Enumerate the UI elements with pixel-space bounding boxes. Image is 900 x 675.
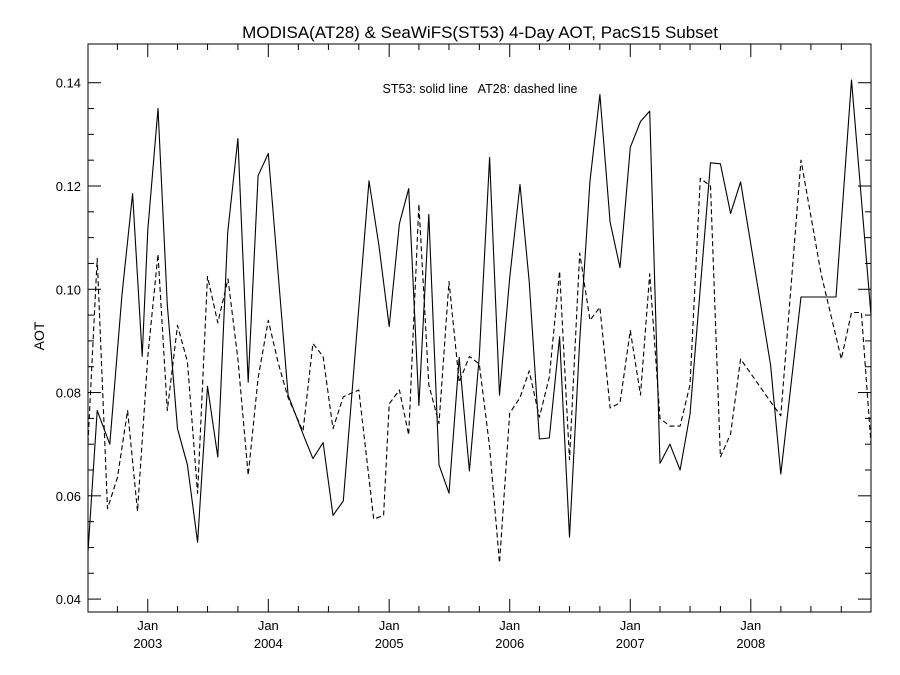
legend-annotation: ST53: solid line AT28: dashed line	[382, 82, 577, 96]
y-tick-label: 0.06	[56, 489, 81, 504]
x-tick-label-year: 2007	[616, 636, 645, 651]
x-tick-label-month: Jan	[620, 618, 641, 633]
x-tick-label-month: Jan	[137, 618, 158, 633]
x-tick-label-month: Jan	[258, 618, 279, 633]
chart-title: MODISA(AT28) & SeaWiFS(ST53) 4-Day AOT, …	[242, 23, 718, 42]
x-tick-label-month: Jan	[740, 618, 761, 633]
x-tick-label-year: 2005	[375, 636, 404, 651]
y-axis-label: AOT	[31, 321, 47, 350]
x-tick-label-month: Jan	[379, 618, 400, 633]
x-tick-label-year: 2006	[495, 636, 524, 651]
series-line-st53	[87, 79, 872, 552]
y-tick-label: 0.12	[56, 179, 81, 194]
x-tick-label-year: 2008	[736, 636, 765, 651]
plot-frame	[87, 43, 872, 613]
y-tick-label: 0.04	[56, 592, 81, 607]
x-tick-label-year: 2003	[133, 636, 162, 651]
x-tick-label-month: Jan	[499, 618, 520, 633]
y-tick-label: 0.14	[56, 76, 81, 91]
x-tick-label-year: 2004	[254, 636, 283, 651]
data-series	[87, 79, 872, 564]
y-tick-label: 0.10	[56, 282, 81, 297]
series-line-at28	[87, 159, 872, 564]
axis-ticks: 0.04 0.06 0.08 0.10 0.12 0.14 Jan 2003 Jan 2004 Ja…	[56, 44, 871, 651]
y-tick-label: 0.08	[56, 386, 81, 401]
